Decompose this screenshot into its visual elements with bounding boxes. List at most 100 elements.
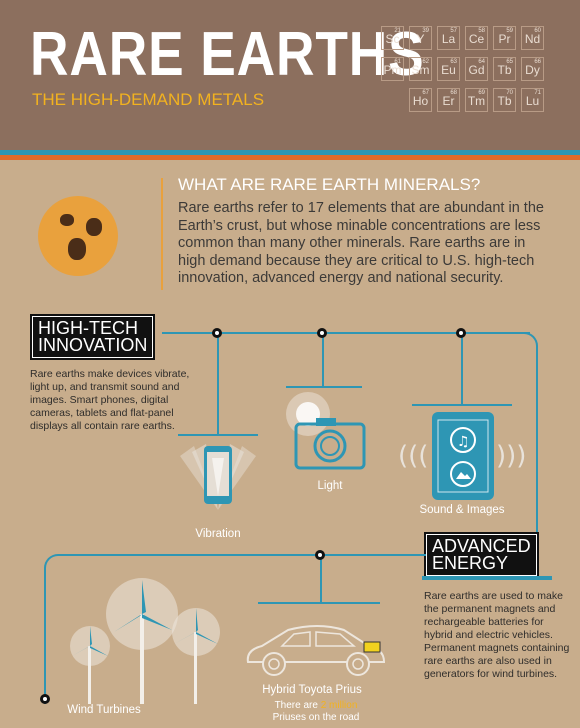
- element-symbol: Pm: [383, 63, 402, 77]
- element-cell: 61 Pm: [381, 57, 404, 81]
- connector-line: [286, 386, 362, 388]
- element-symbol: Pr: [498, 32, 511, 46]
- element-cell: 71 Lu: [521, 88, 544, 112]
- element-cell: 67 Ho: [409, 88, 432, 112]
- element-number: 64: [478, 59, 485, 65]
- intro-text: Rare earths refer to 17 elements that ar…: [178, 200, 544, 286]
- connector-line: [322, 334, 324, 386]
- hightech-tag: HIGH-TECH INNOVATION: [32, 316, 154, 358]
- connector-node: [456, 328, 466, 338]
- element-cell: 59 Pr: [493, 26, 516, 50]
- connector-node: [212, 328, 222, 338]
- divider-blue: [0, 150, 580, 155]
- connector-line: [412, 404, 512, 406]
- camera-flash-icon: [286, 392, 366, 470]
- element-symbol: Dy: [525, 63, 540, 77]
- svg-text:))): ))): [496, 441, 526, 471]
- connector-line: [258, 602, 380, 604]
- element-number: 66: [534, 59, 541, 65]
- hightech-tag-line2: INNOVATION: [38, 335, 148, 355]
- intro-accent-bar: [161, 178, 163, 290]
- element-symbol: Tb: [497, 63, 512, 77]
- connector-line: [162, 332, 530, 334]
- element-number: 60: [534, 28, 541, 34]
- prius-label: Hybrid Toyota Prius: [262, 684, 362, 696]
- prius-note-prefix: There are: [274, 700, 321, 711]
- element-number: 70: [506, 90, 513, 96]
- element-cell: 21 Sc: [381, 26, 404, 50]
- element-symbol: Gd: [468, 63, 485, 77]
- sound-images-label: Sound & Images: [419, 504, 505, 516]
- prius-note: There are 2 million Priuses on the road: [256, 700, 376, 724]
- element-number: 39: [422, 28, 429, 34]
- element-symbol: Lu: [525, 94, 540, 108]
- element-number: 63: [450, 59, 457, 65]
- connector-line: [60, 554, 426, 556]
- element-symbol: Y: [416, 32, 425, 46]
- light-label: Light: [317, 480, 343, 492]
- element-symbol: Ho: [412, 94, 429, 108]
- divider-orange: [0, 155, 580, 160]
- hightech-tag-line1: HIGH-TECH: [38, 318, 138, 338]
- vibrating-phone-icon: [180, 444, 256, 510]
- element-number: 69: [478, 90, 485, 96]
- element-number: 62: [422, 59, 429, 65]
- element-cell: 69 Tm: [465, 88, 488, 112]
- page-subtitle: THE HIGH-DEMAND METALS: [32, 90, 265, 109]
- connector-node: [40, 694, 50, 704]
- element-symbol: Ce: [468, 32, 485, 46]
- element-symbol: Sm: [411, 63, 430, 77]
- connector-node: [315, 550, 325, 560]
- page-title: RARE EARTHS: [30, 20, 425, 89]
- wind-turbines-label: Wind Turbines: [67, 704, 141, 716]
- element-number: 67: [422, 90, 429, 96]
- tablet-sound-icon: ((( ))) ♫: [398, 412, 526, 500]
- element-cell: 64 Gd: [465, 57, 488, 81]
- connector-curve: [508, 332, 538, 542]
- element-number: 61: [394, 59, 401, 65]
- element-cell: 63 Eu: [437, 57, 460, 81]
- element-cell: 65 Tb: [493, 57, 516, 81]
- element-cell: 66 Dy: [521, 57, 544, 81]
- element-symbol: La: [441, 32, 456, 46]
- element-symbol: Nd: [524, 32, 541, 46]
- element-symbol: Tm: [467, 94, 486, 108]
- element-number: 68: [450, 90, 457, 96]
- prius-note-suffix: Priuses on the road: [272, 712, 360, 723]
- energy-tag-line1: ADVANCED: [432, 536, 531, 556]
- element-symbol: Tb: [497, 94, 512, 108]
- vibration-label: Vibration: [195, 528, 241, 540]
- rare-earth-rock-icon: [38, 196, 118, 276]
- energy-body: Rare earths are used to make the permane…: [424, 590, 570, 680]
- svg-text:♫: ♫: [457, 434, 470, 450]
- element-cell: 57 La: [437, 26, 460, 50]
- element-number: 57: [450, 28, 457, 34]
- element-symbol: Eu: [441, 63, 456, 77]
- wind-turbines-icon: [70, 578, 220, 704]
- prius-note-highlight: 2 million: [320, 700, 358, 711]
- connector-curve: [44, 554, 74, 704]
- hightech-body: Rare earths make devices vibrate, light …: [30, 368, 190, 432]
- element-cell: 70 Tb: [493, 88, 516, 112]
- element-number: 65: [506, 59, 513, 65]
- element-cell: 62 Sm: [409, 57, 432, 81]
- element-symbol: Sc: [385, 32, 400, 46]
- connector-line: [320, 556, 322, 602]
- element-cell: 39 Y: [409, 26, 432, 50]
- connector-node: [317, 328, 327, 338]
- intro-heading: WHAT ARE RARE EARTH MINERALS?: [178, 175, 481, 194]
- header-banner: RARE EARTHS THE HIGH-DEMAND METALS 21 Sc 3…: [0, 0, 580, 150]
- element-number: 58: [478, 28, 485, 34]
- connector-line: [217, 334, 219, 434]
- connector-line: [178, 434, 258, 436]
- energy-tag: ADVANCED ENERGY: [426, 534, 537, 576]
- prius-car-icon: [246, 625, 386, 676]
- energy-tag-line2: ENERGY: [432, 553, 509, 573]
- element-cell: 60 Nd: [521, 26, 544, 50]
- connector-line: [461, 334, 463, 404]
- element-number: 71: [534, 90, 541, 96]
- element-symbol: Er: [442, 94, 455, 108]
- svg-text:(((: (((: [398, 441, 428, 471]
- element-number: 21: [394, 28, 401, 34]
- element-number: 59: [506, 28, 513, 34]
